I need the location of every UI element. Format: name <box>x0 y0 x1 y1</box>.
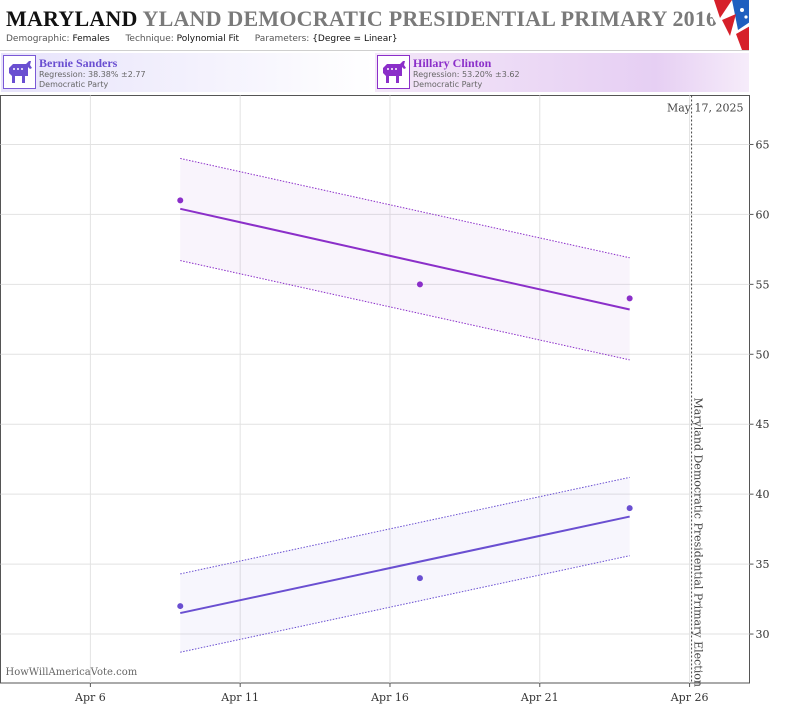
x-tick-label: Apr 16 <box>370 691 409 704</box>
parameters-value: {Degree = Linear} <box>312 34 398 44</box>
data-point-clinton <box>177 197 184 204</box>
data-point-sanders <box>626 505 633 512</box>
title-rest: YLAND DEMOCRATIC PRESIDENTIAL PRIMARY 20… <box>142 6 718 31</box>
y-tick-label: 55 <box>756 278 770 291</box>
candidate-name: Bernie Sanders <box>39 56 118 70</box>
donkey-icon <box>3 55 36 89</box>
y-tick-label: 60 <box>756 208 770 221</box>
chart-area: 30 35 40 45 50 55 60 65 Apr 6 Apr 11 Apr 16 Apr 21 A… <box>0 95 789 704</box>
election-label: Maryland Democratic Presidential Primary… <box>692 398 705 687</box>
data-point-clinton <box>416 281 423 288</box>
regression-value: Regression: 53.20% ±3.62 <box>413 70 520 79</box>
fit-line-clinton <box>180 207 630 311</box>
y-tick-label: 45 <box>756 418 770 431</box>
data-point-sanders <box>177 603 184 610</box>
watermark: HowWillAmericaVote.com <box>6 667 138 678</box>
y-tick-label: 35 <box>756 558 770 571</box>
technique-label: Technique: <box>125 34 174 44</box>
x-tick-label: Apr 26 <box>670 691 709 704</box>
plot-frame <box>0 95 750 684</box>
parameters-label: Parameters: <box>254 34 310 44</box>
data-point-sanders <box>416 575 423 582</box>
x-tick-label: Apr 21 <box>520 691 559 704</box>
candidate-card-sanders: Bernie Sanders Regression: 38.38% ±2.77 … <box>1 53 375 92</box>
party-label: Democratic Party <box>39 80 109 89</box>
technique-value: Polynomial Fit <box>176 34 240 44</box>
x-tick-label: Apr 11 <box>220 691 259 704</box>
us-flag-icon <box>702 0 749 50</box>
y-tick-label: 40 <box>756 488 770 501</box>
regression-chart: 30 35 40 45 50 55 60 65 Apr 6 Apr 11 Apr 16 Apr 21 A… <box>0 95 770 704</box>
regression-value: Regression: 38.38% ±2.77 <box>39 70 146 79</box>
candidate-card-clinton: Hillary Clinton Regression: 53.20% ±3.62… <box>375 53 749 92</box>
x-tick-label: Apr 6 <box>74 691 106 704</box>
chart-header: MARYLAND YLAND DEMOCRATIC PRESIDENTIAL P… <box>0 0 749 51</box>
party-label: Democratic Party <box>413 80 483 89</box>
demographic-value: Females <box>72 34 110 44</box>
y-tick-label: 30 <box>756 628 770 641</box>
date-label: May 17, 2025 <box>667 102 744 115</box>
data-point-clinton <box>626 295 633 302</box>
title-state: MARYLAND <box>6 6 138 31</box>
page-title: MARYLAND YLAND DEMOCRATIC PRESIDENTIAL P… <box>6 6 717 32</box>
donkey-icon <box>377 55 410 89</box>
fit-line-sanders <box>180 515 630 615</box>
parameters-row: Demographic: Females Technique: Polynomi… <box>6 34 398 44</box>
demographic-label: Demographic: <box>6 34 70 44</box>
y-tick-label: 50 <box>756 348 770 361</box>
candidate-name: Hillary Clinton <box>413 56 492 70</box>
y-tick-label: 65 <box>756 138 770 151</box>
